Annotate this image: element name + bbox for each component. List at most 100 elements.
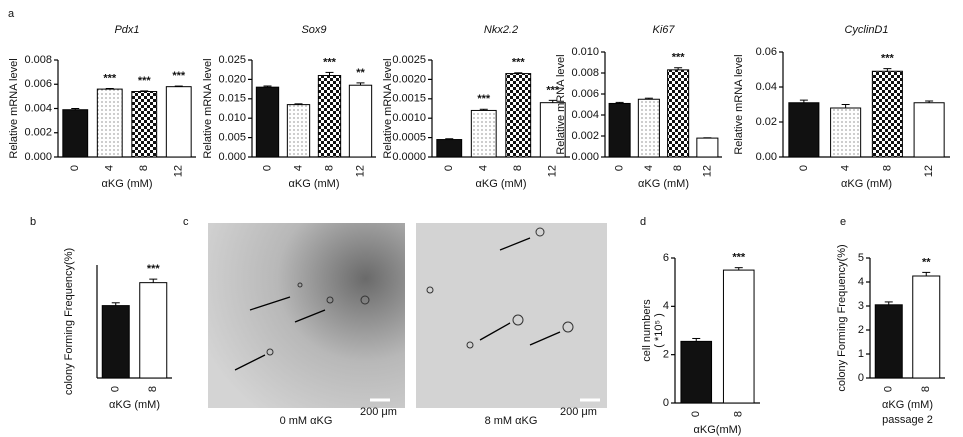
- significance: ***: [732, 252, 746, 264]
- y-tick-label: 4: [663, 300, 669, 312]
- significance: ***: [512, 57, 526, 69]
- y-tick-label: 0.005: [218, 132, 246, 144]
- bar: [608, 102, 631, 158]
- x-tick-label: 8: [323, 165, 335, 171]
- x-tick-label: 8: [920, 386, 932, 392]
- y-axis-label: Relative mRNA level: [733, 54, 745, 154]
- image-caption: 0 mM αKG: [280, 415, 333, 427]
- bar: [637, 98, 660, 158]
- y-tick-label: 0.025: [218, 54, 246, 66]
- bar: [913, 102, 945, 158]
- bar: [101, 305, 130, 379]
- y-axis-label: Relative mRNA level: [382, 58, 394, 158]
- x-tick-label: 0: [69, 165, 81, 171]
- y-tick-label: 0.006: [24, 78, 52, 90]
- x-tick-label: 0: [614, 165, 626, 171]
- bar: [505, 73, 532, 158]
- x-tick-label: 12: [701, 165, 713, 177]
- image-caption: 8 mM αKG: [485, 415, 538, 427]
- y-tick-label: 0: [663, 397, 669, 409]
- y-tick-label: 2: [858, 324, 864, 336]
- bar: [788, 102, 820, 158]
- bar: [165, 86, 192, 158]
- x-axis-label: αKG (mM): [102, 178, 153, 190]
- y-tick-label: 5: [858, 252, 864, 264]
- x-tick-label: 8: [881, 165, 893, 171]
- y-tick-label: 0: [858, 372, 864, 384]
- y-tick-label: 0.04: [756, 81, 777, 93]
- x-tick-label: 0: [690, 411, 702, 417]
- y-axis-label: Relative mRNA level: [202, 58, 214, 158]
- x-axis-label: αKG (mM): [109, 399, 160, 411]
- x-tick-label: 8: [512, 165, 524, 171]
- y-tick-label: 0.010: [571, 46, 599, 58]
- bar: [912, 275, 941, 379]
- bar: [348, 84, 373, 158]
- bar: [830, 107, 862, 158]
- bar: [874, 304, 903, 379]
- significance: ***: [881, 53, 895, 65]
- bar: [696, 137, 719, 158]
- x-tick-label: 0: [798, 165, 810, 171]
- bar: [667, 69, 690, 158]
- y-tick-label: 0.000: [571, 151, 599, 163]
- x-tick-label: 12: [354, 165, 366, 177]
- bar: [539, 102, 566, 158]
- significance: ***: [323, 56, 337, 68]
- significance: **: [356, 67, 365, 79]
- y-tick-label: 0.008: [571, 67, 599, 79]
- x-axis-label: αKG (mM): [476, 178, 527, 190]
- x-axis-label: αKG (mM): [638, 178, 689, 190]
- significance: ***: [103, 72, 117, 84]
- bar: [286, 104, 311, 158]
- panel-label: e: [840, 216, 846, 228]
- y-axis-label: Relative mRNA level: [8, 58, 20, 158]
- x-axis-label: αKG (mM): [289, 178, 340, 190]
- y-tick-label: 0.00: [756, 151, 777, 163]
- significance: ***: [546, 84, 560, 96]
- x-axis-label: αKG (mM): [841, 178, 892, 190]
- y-axis-label: colony Forming Frequency(%): [63, 248, 75, 395]
- bar: [139, 282, 168, 379]
- x-tick-label: 8: [138, 165, 150, 171]
- y-tick-label: 0.002: [571, 130, 599, 142]
- x-axis-label: αKG (mM): [882, 399, 933, 411]
- significance: ***: [172, 70, 186, 82]
- x-tick-label: 8: [733, 411, 745, 417]
- y-tick-label: 0.004: [24, 102, 52, 114]
- panel-label: b: [30, 216, 36, 228]
- y-tick-label: 2: [663, 349, 669, 361]
- y-tick-label: 0.008: [24, 54, 52, 66]
- x-tick-label: 4: [840, 165, 852, 171]
- x-tick-label: 8: [147, 386, 159, 392]
- bar: [62, 109, 89, 158]
- chart-title: Nkx2.2: [484, 24, 518, 36]
- chart-title: Pdx1: [114, 24, 139, 36]
- y-axis-label: cell numbers: [641, 299, 653, 362]
- x-tick-label: 4: [104, 165, 116, 171]
- y-tick-label: 0.02: [756, 116, 777, 128]
- chart-title: CyclinD1: [844, 24, 888, 36]
- significance: ***: [477, 93, 491, 105]
- significance: **: [922, 256, 931, 268]
- x-tick-label: 4: [292, 165, 304, 171]
- x-tick-label: 0: [261, 165, 273, 171]
- panel-label: a: [8, 8, 15, 20]
- scale-bar-label: 200 μm: [360, 406, 397, 418]
- y-tick-label: 6: [663, 252, 669, 264]
- y-axis-label: Relative mRNA level: [555, 54, 567, 154]
- x-axis-label: αKG(mM): [694, 424, 742, 436]
- y-tick-label: 0.004: [571, 109, 599, 121]
- bar: [96, 88, 123, 158]
- y-axis-label: colony Forming Frequency(%): [836, 244, 848, 391]
- micrograph: [208, 223, 607, 408]
- y-tick-label: 0.0010: [392, 112, 426, 124]
- y-tick-label: 3: [858, 300, 864, 312]
- y-tick-label: 0.0020: [392, 73, 426, 85]
- bar: [722, 269, 755, 404]
- panel-label: d: [640, 216, 646, 228]
- y-tick-label: 0.0025: [392, 54, 426, 66]
- x-tick-label: 0: [883, 386, 895, 392]
- significance: ***: [138, 75, 152, 87]
- significance: ***: [147, 263, 161, 275]
